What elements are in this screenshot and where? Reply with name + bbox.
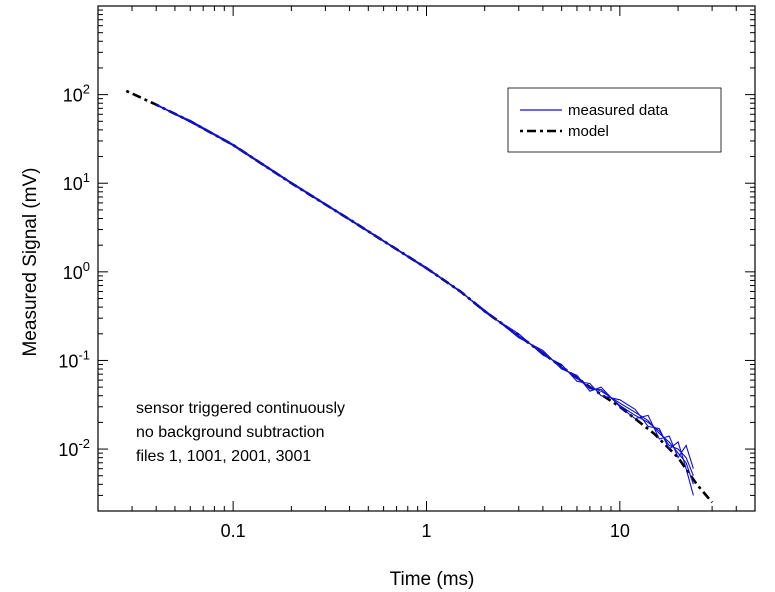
annotation-line-1: sensor triggered continuously [136, 400, 345, 417]
legend: measured data model [507, 87, 722, 153]
y-tick-label: 100 [63, 259, 90, 283]
tick-labels: 0.1 1 10 10-2 10-1 100 101 102 [58, 82, 629, 541]
legend-label-measured: measured data [568, 102, 669, 119]
y-tick-label: 101 [63, 170, 90, 194]
x-tick-label: 0.1 [221, 521, 246, 541]
x-tick-label: 1 [421, 521, 431, 541]
y-axis-label: Measured Signal (mV) [20, 167, 41, 356]
series-measured-run-4 [155, 104, 694, 476]
x-axis-label: Time (ms) [390, 569, 475, 590]
legend-box [507, 87, 722, 153]
y-tick-label: 102 [63, 82, 90, 106]
legend-label-model: model [568, 123, 609, 140]
x-tick-label: 10 [610, 521, 630, 541]
series-layer [125, 89, 714, 504]
annotation-line-2: no background subtraction [136, 424, 325, 441]
y-tick-label: 10-2 [58, 436, 90, 460]
axis-ticks [97, 6, 756, 512]
y-tick-label: 10-1 [58, 347, 90, 371]
annotation: sensor triggered continuously no backgro… [136, 400, 345, 465]
annotation-line-3: files 1, 1001, 2001, 3001 [136, 448, 311, 465]
